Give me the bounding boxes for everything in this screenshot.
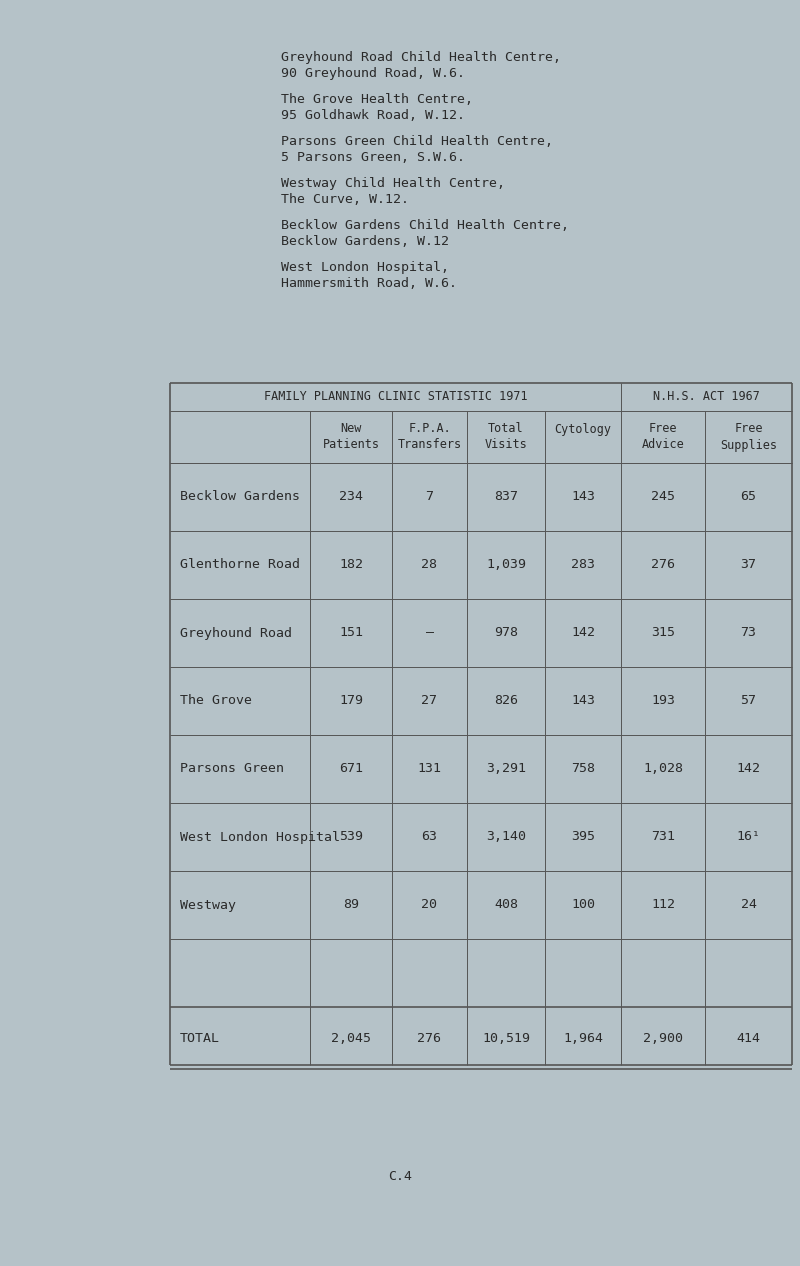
Text: 151: 151	[339, 627, 363, 639]
Text: 73: 73	[741, 627, 757, 639]
Text: 193: 193	[651, 695, 675, 708]
Text: The Grove Health Centre,: The Grove Health Centre,	[281, 92, 473, 106]
Text: 276: 276	[651, 558, 675, 571]
Text: 539: 539	[339, 830, 363, 843]
Text: 63: 63	[422, 830, 438, 843]
Text: 3,140: 3,140	[486, 830, 526, 843]
Text: Parsons Green Child Health Centre,: Parsons Green Child Health Centre,	[281, 135, 553, 148]
Text: 20: 20	[422, 899, 438, 912]
Text: 414: 414	[737, 1032, 761, 1044]
Text: 5 Parsons Green, S.W.6.: 5 Parsons Green, S.W.6.	[281, 151, 465, 165]
Text: Free: Free	[734, 423, 762, 436]
Text: 234: 234	[339, 490, 363, 504]
Text: 143: 143	[571, 490, 595, 504]
Text: 182: 182	[339, 558, 363, 571]
Text: Supplies: Supplies	[720, 438, 777, 452]
Text: 37: 37	[741, 558, 757, 571]
Text: 10,519: 10,519	[482, 1032, 530, 1044]
Text: 3,291: 3,291	[486, 762, 526, 776]
Text: Cytology: Cytology	[554, 423, 611, 436]
Text: Greyhound Road Child Health Centre,: Greyhound Road Child Health Centre,	[281, 51, 561, 65]
Text: Transfers: Transfers	[398, 438, 462, 452]
Text: 826: 826	[494, 695, 518, 708]
Text: 142: 142	[571, 627, 595, 639]
Text: 758: 758	[571, 762, 595, 776]
Text: F.P.A.: F.P.A.	[408, 423, 451, 436]
Text: 28: 28	[422, 558, 438, 571]
Text: 395: 395	[571, 830, 595, 843]
Text: 65: 65	[741, 490, 757, 504]
Text: 2,045: 2,045	[331, 1032, 371, 1044]
Text: 837: 837	[494, 490, 518, 504]
Text: Hammersmith Road, W.6.: Hammersmith Road, W.6.	[281, 277, 457, 290]
Text: 27: 27	[422, 695, 438, 708]
Text: West London Hospital,: West London Hospital,	[281, 261, 449, 273]
Text: Westway Child Health Centre,: Westway Child Health Centre,	[281, 177, 505, 190]
Text: N.H.S. ACT 1967: N.H.S. ACT 1967	[653, 390, 760, 404]
Text: Becklow Gardens Child Health Centre,: Becklow Gardens Child Health Centre,	[281, 219, 569, 232]
Text: 1,964: 1,964	[563, 1032, 603, 1044]
Text: 95 Goldhawk Road, W.12.: 95 Goldhawk Road, W.12.	[281, 109, 465, 122]
Text: C.4: C.4	[388, 1170, 412, 1182]
Text: TOTAL: TOTAL	[180, 1032, 220, 1044]
Text: 671: 671	[339, 762, 363, 776]
Text: 57: 57	[741, 695, 757, 708]
Text: Glenthorne Road: Glenthorne Road	[180, 558, 300, 571]
Text: 143: 143	[571, 695, 595, 708]
Text: West London Hospital: West London Hospital	[180, 830, 340, 843]
Text: 283: 283	[571, 558, 595, 571]
Text: The Grove: The Grove	[180, 695, 252, 708]
Text: 978: 978	[494, 627, 518, 639]
Text: 24: 24	[741, 899, 757, 912]
Text: Visits: Visits	[485, 438, 527, 452]
Text: 142: 142	[737, 762, 761, 776]
Text: Parsons Green: Parsons Green	[180, 762, 284, 776]
Text: Greyhound Road: Greyhound Road	[180, 627, 292, 639]
Text: Becklow Gardens, W.12: Becklow Gardens, W.12	[281, 235, 449, 248]
Text: 90 Greyhound Road, W.6.: 90 Greyhound Road, W.6.	[281, 67, 465, 80]
Text: 179: 179	[339, 695, 363, 708]
Text: 89: 89	[343, 899, 359, 912]
Text: Westway: Westway	[180, 899, 236, 912]
Text: New: New	[340, 423, 362, 436]
Text: 315: 315	[651, 627, 675, 639]
Text: 2,900: 2,900	[643, 1032, 683, 1044]
Text: Free: Free	[649, 423, 678, 436]
Text: Becklow Gardens: Becklow Gardens	[180, 490, 300, 504]
Text: 731: 731	[651, 830, 675, 843]
Text: FAMILY PLANNING CLINIC STATISTIC 1971: FAMILY PLANNING CLINIC STATISTIC 1971	[264, 390, 527, 404]
Text: Total: Total	[488, 423, 524, 436]
Text: 1,039: 1,039	[486, 558, 526, 571]
Text: 131: 131	[418, 762, 442, 776]
Text: –: –	[426, 627, 434, 639]
Text: 112: 112	[651, 899, 675, 912]
Text: Advice: Advice	[642, 438, 684, 452]
Text: Patients: Patients	[322, 438, 379, 452]
Text: 16¹: 16¹	[737, 830, 761, 843]
Text: 245: 245	[651, 490, 675, 504]
Text: 276: 276	[418, 1032, 442, 1044]
Text: 7: 7	[426, 490, 434, 504]
Text: 408: 408	[494, 899, 518, 912]
Text: The Curve, W.12.: The Curve, W.12.	[281, 192, 409, 206]
Text: 1,028: 1,028	[643, 762, 683, 776]
Text: 100: 100	[571, 899, 595, 912]
